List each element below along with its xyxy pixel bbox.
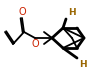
Text: O: O [31, 39, 39, 49]
Text: H: H [68, 8, 76, 17]
Text: O: O [18, 7, 26, 17]
Text: H: H [79, 60, 87, 69]
